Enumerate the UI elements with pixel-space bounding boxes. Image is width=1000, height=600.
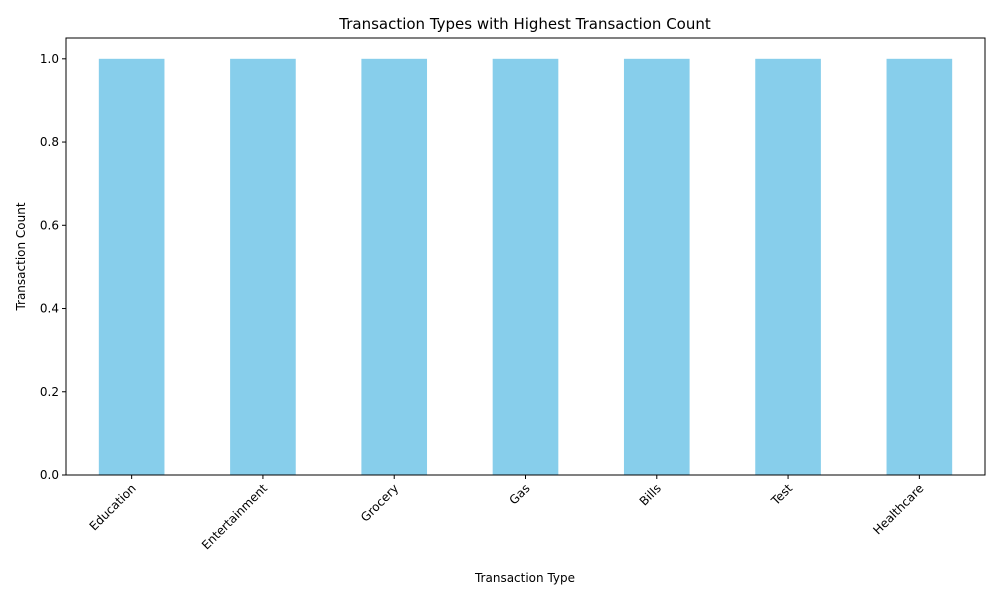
y-tick-label: 1.0 (40, 52, 59, 66)
x-tick-label: Test (768, 481, 796, 509)
bar-test (755, 58, 821, 476)
y-axis-label: Transaction Count (14, 202, 28, 311)
y-axis-ticks: 0.0 0.2 0.4 0.6 0.8 1.0 (40, 52, 66, 482)
bar-entertainment (230, 58, 296, 476)
y-tick-label: 0.4 (40, 302, 59, 316)
x-axis-label: Transaction Type (474, 571, 575, 585)
x-tick-label: Grocery (358, 481, 401, 524)
x-tick-label: Healthcare (870, 481, 926, 537)
bars-group (98, 58, 953, 476)
y-tick-label: 0.2 (40, 385, 59, 399)
x-tick-label: Entertainment (199, 481, 270, 552)
x-tick-label: Bills (637, 481, 664, 508)
y-tick-label: 0.8 (40, 135, 59, 149)
bar-gas (492, 58, 559, 476)
y-tick-label: 0.6 (40, 218, 59, 232)
bar-healthcare (886, 58, 953, 476)
x-axis-ticks: Education Entertainment Grocery Gas Bills Tes… (87, 475, 926, 552)
x-tick-label: Gas (507, 481, 533, 507)
bar-bills (623, 58, 690, 476)
bar-education (98, 58, 165, 476)
plot-frame (65, 37, 986, 476)
y-tick-label: 0.0 (40, 468, 59, 482)
x-tick-label: Education (87, 481, 139, 533)
chart-title: Transaction Types with Highest Transacti… (338, 15, 711, 33)
bar-grocery (361, 58, 428, 476)
